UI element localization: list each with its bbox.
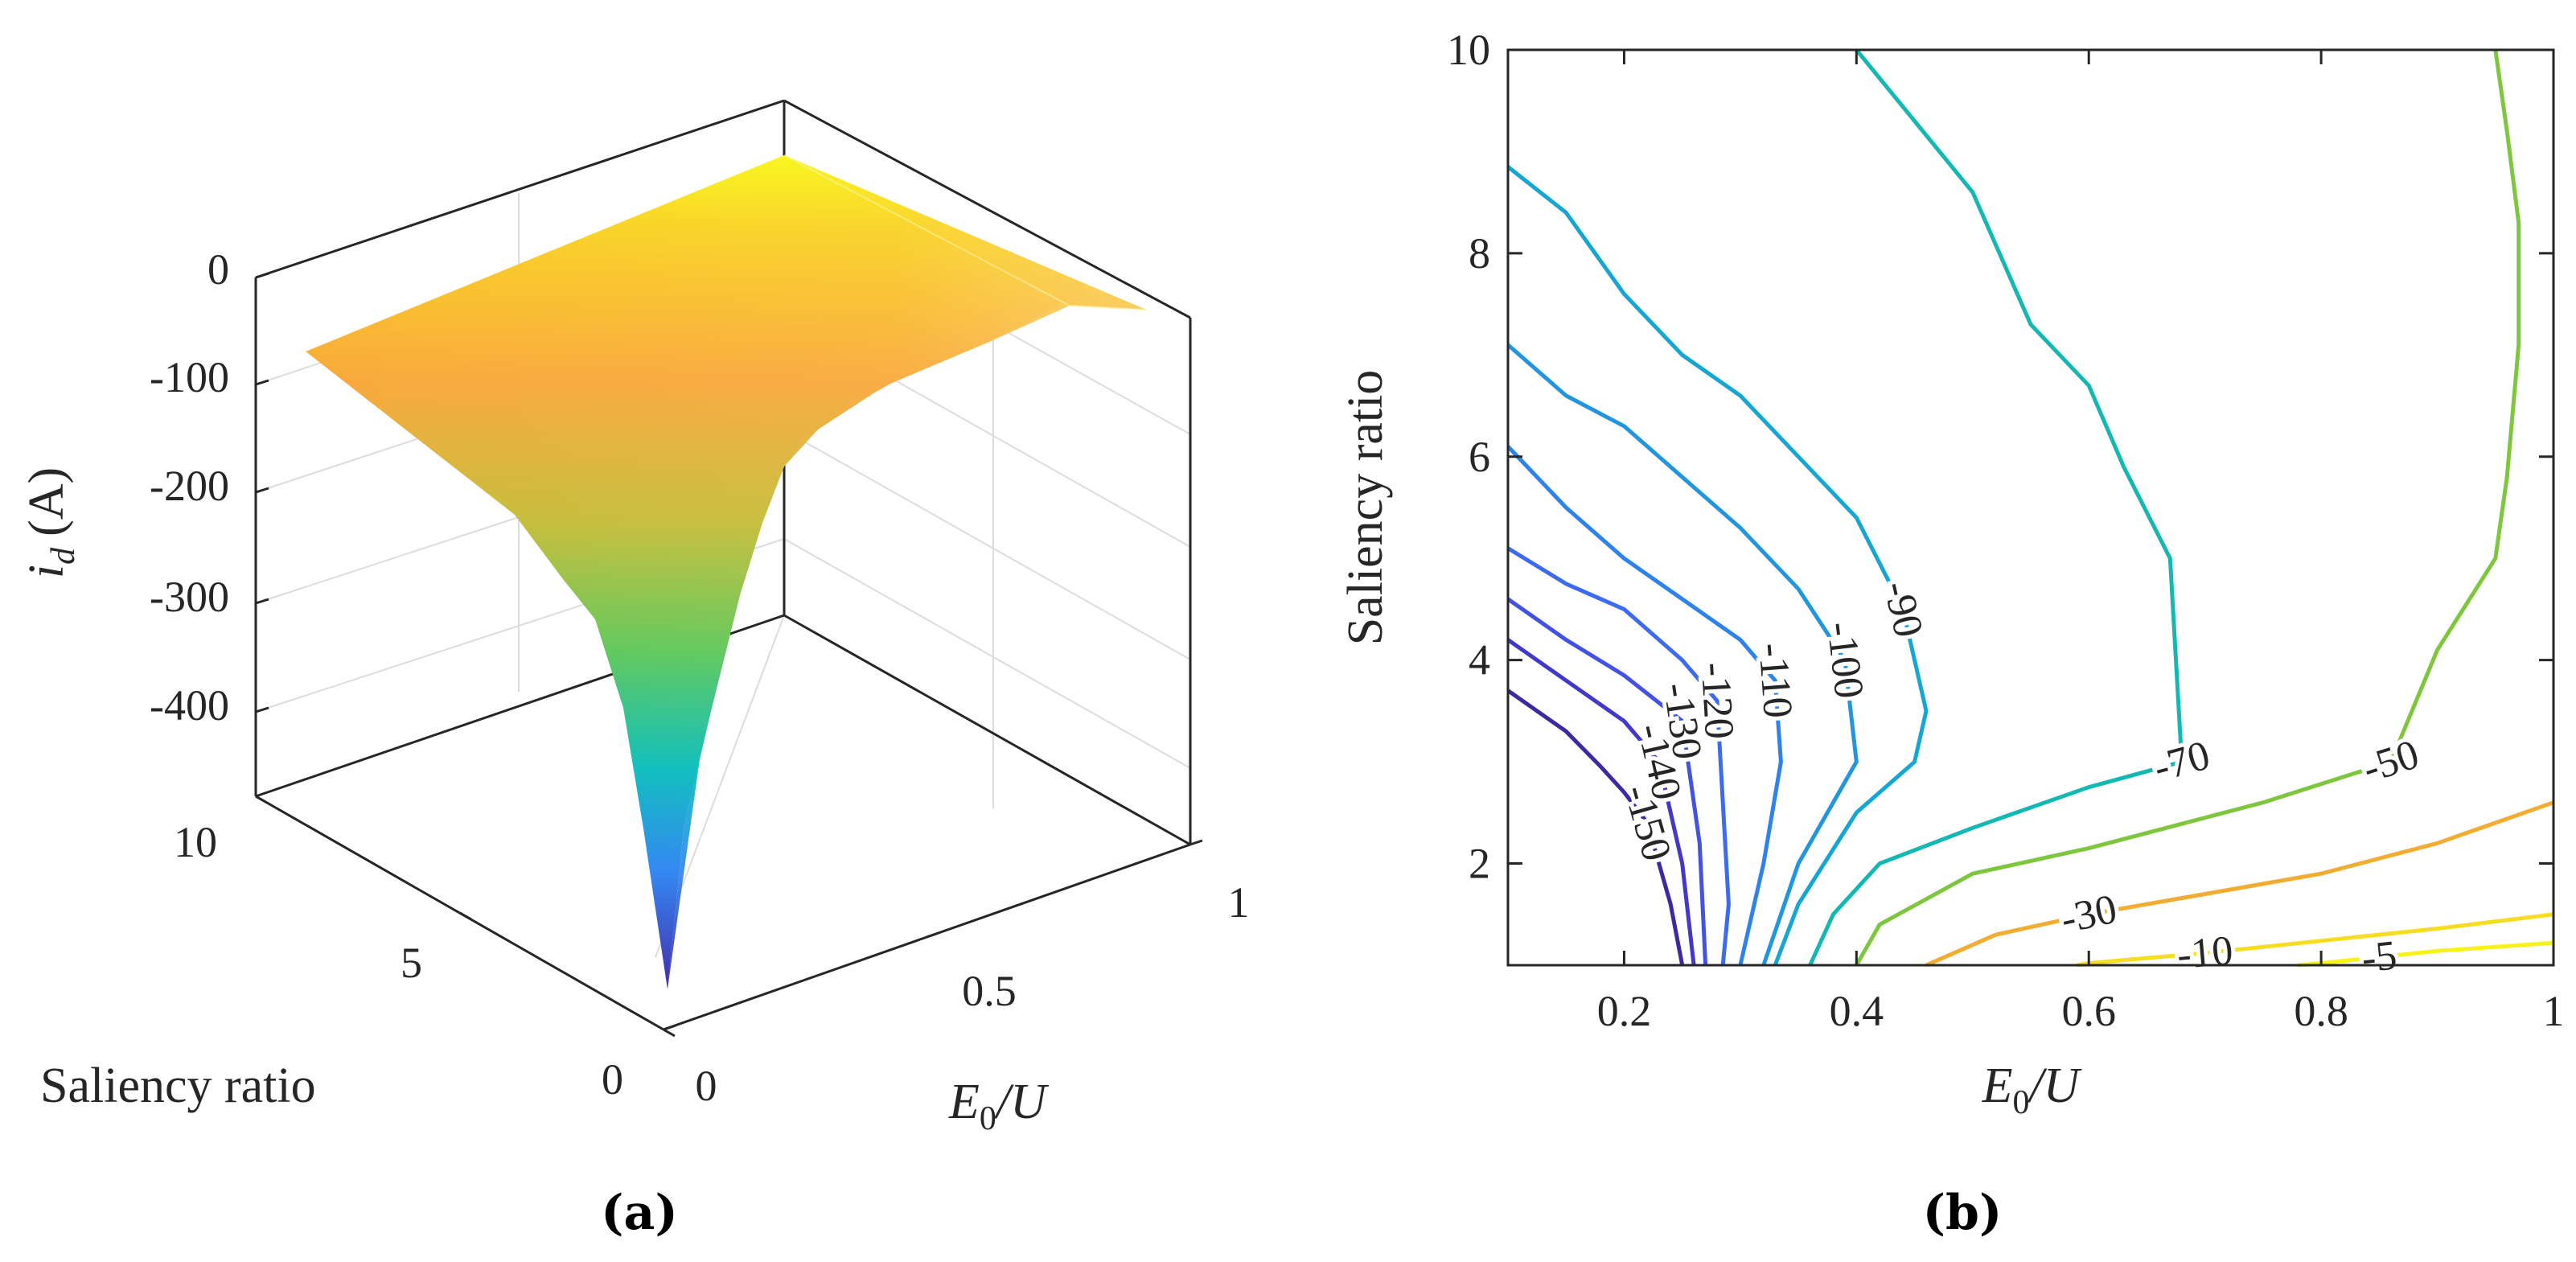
contour-line: [1506, 546, 1731, 966]
contour-y-tick-label: 10: [1447, 26, 1490, 74]
contour-line: [1925, 800, 2554, 968]
contour-lines: [1506, 48, 2554, 968]
contour-label: -10: [2175, 927, 2235, 978]
contour-x-tick-label: 0.8: [2294, 987, 2348, 1035]
contour-x-tick-label: 0.4: [1830, 987, 1884, 1035]
contour-tick-labels: 0.2 0.4 0.6 0.8 1 2 4 6 8 10: [1447, 26, 2565, 1035]
contour-x-tick-label: 1: [2543, 987, 2565, 1035]
contour-x-label-sub: 0: [2012, 1084, 2029, 1121]
z-label-sub: d: [45, 547, 82, 565]
x-tick-label: 0: [696, 1062, 717, 1110]
contour-label: -120: [1692, 661, 1742, 740]
contour-axis-ticks: [1508, 48, 2555, 965]
x-tick-label: 0.5: [962, 967, 1017, 1015]
contour-line: [1506, 165, 1929, 966]
contour-label: -5: [2360, 932, 2399, 981]
x-axis-label: E0/U: [948, 1075, 1050, 1137]
x-tick-label: 1: [1228, 878, 1250, 927]
z-tick-labels: 0 -100 -200 -300 -400: [150, 245, 229, 730]
y-tick-labels: 0 5 10: [174, 818, 623, 1104]
id-surface: [306, 154, 1147, 989]
x-axis-ticks: [663, 839, 1203, 1031]
surface-highlight: [306, 155, 1146, 989]
contour-x-label-den: /U: [2027, 1059, 2082, 1113]
contour-line: [1506, 445, 1783, 966]
contour-label: -130: [1654, 680, 1711, 762]
z-axis-label: id (A): [19, 467, 82, 578]
caption-b: (b): [1923, 1185, 2003, 1241]
z-tick-label: 0: [207, 245, 229, 294]
contour-x-tick-label: 0.2: [1597, 987, 1652, 1035]
contour-y-tick-label: 4: [1469, 636, 1490, 684]
contour-label: -100: [1818, 619, 1871, 701]
surface-ridge: [783, 154, 1147, 310]
contour-label: -110: [1749, 641, 1801, 719]
contour-line: [1506, 343, 1859, 966]
z-tick-label: -300: [150, 573, 229, 621]
contour-y-tick-label: 8: [1469, 229, 1490, 277]
box-edges: [254, 99, 1192, 1031]
contour-y-axis-label: Saliency ratio: [1338, 370, 1393, 646]
z-tick-label: -100: [150, 353, 229, 401]
x-label-den: /U: [994, 1075, 1050, 1129]
y-tick-label: 5: [401, 939, 422, 987]
contour-line: [1506, 638, 1696, 966]
z-label-unit: (A): [19, 467, 74, 536]
y-axis-ticks: [255, 795, 676, 1038]
contour-line: [2297, 940, 2554, 968]
z-axis-ticks: [255, 272, 269, 713]
x-tick-labels: 0 0.5 1: [696, 878, 1250, 1110]
caption-a: (a): [601, 1185, 678, 1241]
contour-y-tick-label: 6: [1469, 433, 1490, 481]
panel-b-contour-plot: -150-140-130-120 -110 -100-90-70 -50-30-10-…: [1338, 26, 2565, 1241]
z-tick-label: -400: [150, 681, 229, 730]
contour-line: [1506, 689, 1685, 966]
x-label-var: E: [948, 1075, 980, 1129]
y-tick-label: 0: [602, 1055, 623, 1104]
axes-box: [1506, 48, 2555, 967]
contour-x-tick-label: 0.6: [2061, 987, 2116, 1035]
contour-x-label-var: E: [1982, 1059, 2013, 1113]
x-label-sub: 0: [980, 1100, 996, 1137]
z-tick-label: -200: [150, 462, 229, 510]
panel-a-surface-plot: 0 -100 -200 -300 -400 0 5 10 0 0.5 1: [19, 99, 1250, 1241]
plot-area: [1508, 50, 2553, 965]
contour-line: [1506, 597, 1708, 966]
contour-x-axis-label: E0/U: [1982, 1059, 2083, 1121]
y-tick-label: 10: [174, 818, 217, 866]
contour-line: [1808, 48, 2184, 967]
contour-y-tick-label: 2: [1469, 840, 1490, 888]
contour-line: [1855, 49, 2521, 967]
y-axis-label: Saliency ratio: [40, 1059, 316, 1113]
contour-line: [2077, 912, 2554, 968]
z-label-var: i: [19, 565, 74, 578]
